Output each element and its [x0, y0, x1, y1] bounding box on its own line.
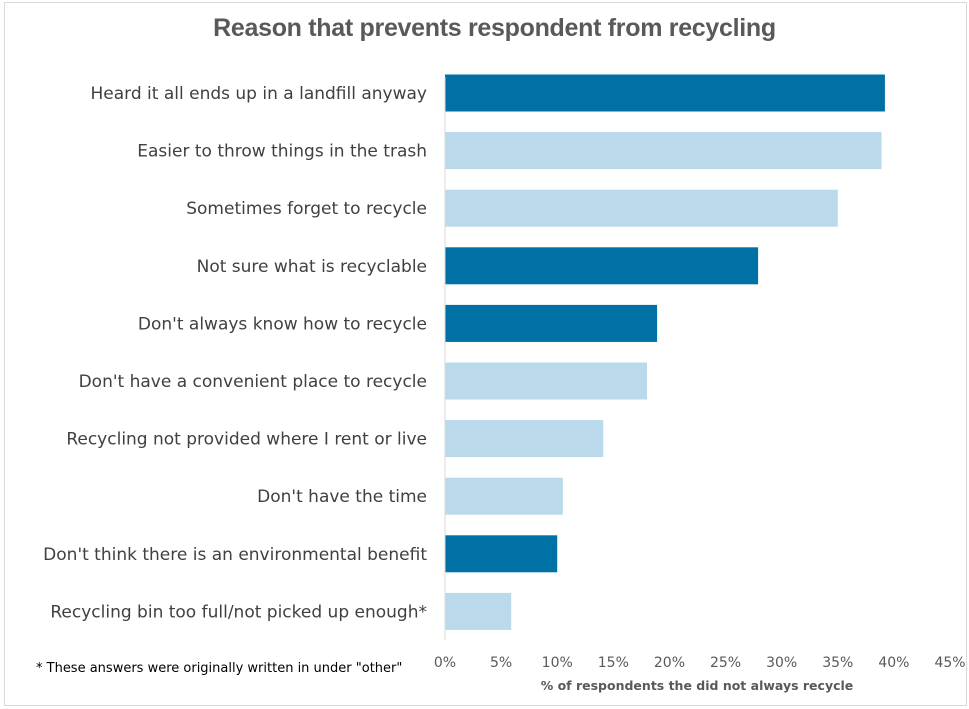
x-tick-label: 35%	[822, 655, 853, 671]
bar	[445, 477, 563, 515]
footnote: * These answers were originally written …	[36, 661, 403, 676]
x-tick-label: 30%	[766, 655, 797, 671]
category-label: Sometimes forget to recycle	[186, 199, 427, 219]
x-axis-label: % of respondents the did not always recy…	[541, 678, 854, 693]
bar	[445, 592, 512, 630]
x-tick-label: 0%	[434, 655, 456, 671]
x-tick-label: 20%	[654, 655, 685, 671]
bar	[445, 304, 658, 342]
category-label: Don't think there is an environmental be…	[43, 545, 427, 565]
x-tick-label: 15%	[598, 655, 629, 671]
category-label: Don't always know how to recycle	[138, 314, 427, 334]
category-label: Heard it all ends up in a landfill anywa…	[91, 84, 427, 104]
bar	[445, 420, 604, 458]
x-tick-label: 45%	[934, 655, 965, 671]
category-label: Recycling bin too full/not picked up eno…	[50, 602, 427, 622]
bar	[445, 535, 558, 573]
category-label: Don't have the time	[257, 487, 427, 507]
category-label: Not sure what is recyclable	[197, 257, 427, 277]
x-tick-label: 5%	[490, 655, 512, 671]
bar	[445, 247, 759, 285]
bar	[445, 189, 838, 227]
category-label: Recycling not provided where I rent or l…	[66, 430, 427, 450]
x-tick-label: 25%	[710, 655, 741, 671]
category-label: Don't have a convenient place to recycle	[79, 372, 427, 392]
chart-title: Reason that prevents respondent from rec…	[213, 14, 776, 42]
bar	[445, 74, 885, 112]
bar	[445, 362, 647, 400]
x-tick-label: 40%	[878, 655, 909, 671]
category-label: Easier to throw things in the trash	[137, 142, 427, 162]
x-tick-label: 10%	[542, 655, 573, 671]
bar	[445, 132, 882, 170]
chart-frame	[4, 2, 967, 706]
